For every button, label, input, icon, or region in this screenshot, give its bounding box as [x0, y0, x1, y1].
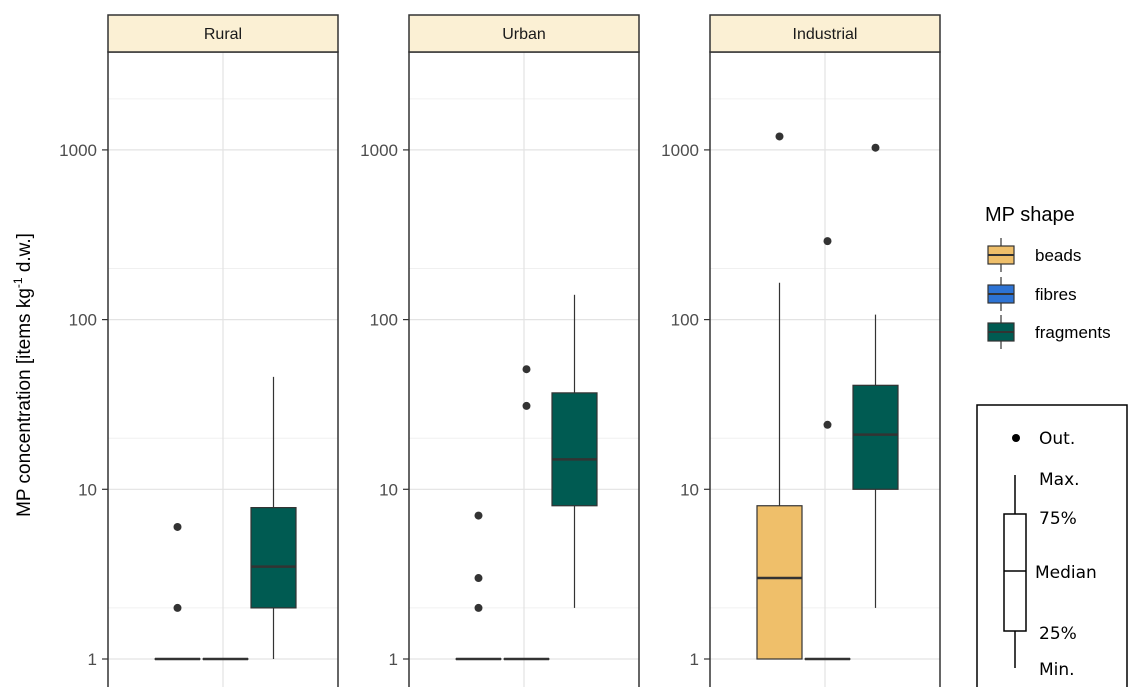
facet-strip — [709, 14, 941, 53]
outlier-point — [775, 132, 784, 141]
y-axis-title-main: MP concentration [items kg — [14, 288, 35, 517]
outlier-point — [474, 511, 483, 520]
box-body — [756, 505, 803, 660]
legend-title: MP shape — [985, 204, 1075, 226]
box-fragments — [852, 143, 899, 608]
facet-panel-urban: Urban 1 10 100 1000 — [360, 14, 640, 687]
key-label-min: Min. — [1039, 660, 1075, 680]
legend-item-beads: beads — [987, 238, 1081, 272]
legend-item-fragments: fragments — [987, 315, 1111, 349]
key-label-25: 25% — [1039, 624, 1077, 644]
facet-panels: Rural1101001000Urban1101001000Industrial… — [59, 14, 941, 687]
y-axis-title: MP concentration [items kg-1 d.w.] — [11, 233, 35, 517]
outlier-point — [871, 143, 880, 152]
box-fragments — [250, 376, 297, 659]
facet-strip-label: Rural — [204, 26, 242, 43]
y-axis-title-superscript: -1 — [11, 277, 25, 288]
y-tick-label: 1000 — [59, 141, 97, 160]
y-tick-label: 100 — [370, 311, 398, 330]
facet-strip-label: Urban — [502, 26, 546, 43]
y-tick-label: 1 — [690, 650, 699, 669]
y-tick-label: 100 — [69, 311, 97, 330]
box-fragments — [551, 294, 598, 608]
facet-panel-industrial: Industrial 1 10 100 1000 — [661, 14, 941, 687]
facet-strip-label: Industrial — [793, 26, 858, 43]
facet-strip — [107, 14, 339, 53]
key-label-median: Median — [1035, 563, 1097, 583]
box-anatomy-key: Out. Max. 75% Median 25% Min. — [976, 404, 1128, 687]
outlier-point — [823, 237, 832, 246]
key-box — [1003, 513, 1027, 632]
box-fibres — [804, 237, 851, 661]
outlier-point — [474, 603, 483, 612]
facet-strip — [408, 14, 640, 53]
facet-panel-rural: Rural 1 10 100 1000 — [59, 14, 339, 687]
y-tick-label: 1000 — [360, 141, 398, 160]
outlier-point — [173, 603, 182, 612]
legend-label: beads — [1035, 246, 1081, 265]
box-beads — [455, 511, 502, 661]
outlier-point — [823, 420, 832, 429]
y-tick-label: 10 — [379, 480, 398, 499]
box-body — [551, 392, 598, 507]
outlier-point — [173, 522, 182, 531]
y-tick-label: 1 — [88, 650, 97, 669]
box-body — [852, 384, 899, 490]
key-frame — [976, 404, 1128, 687]
y-tick-label: 1000 — [661, 141, 699, 160]
box-body — [250, 507, 297, 609]
y-tick-label: 1 — [389, 650, 398, 669]
y-axis-title-end: d.w.] — [14, 233, 35, 277]
y-tick-label: 10 — [78, 480, 97, 499]
y-tick-label: 100 — [671, 311, 699, 330]
key-label-max: Max. — [1039, 470, 1080, 490]
box-fibres — [503, 365, 550, 661]
legend-label: fragments — [1035, 323, 1111, 342]
outlier-point — [522, 365, 531, 374]
outlier-point — [522, 401, 531, 410]
key-label-75: 75% — [1039, 509, 1077, 529]
box-beads — [756, 132, 803, 660]
y-tick-label: 10 — [680, 480, 699, 499]
legend: MP shape beads fibres fragments — [985, 204, 1111, 349]
box-beads — [154, 522, 201, 661]
key-label-outlier: Out. — [1039, 429, 1075, 449]
legend-item-fibres: fibres — [987, 277, 1077, 311]
legend-label: fibres — [1035, 285, 1077, 304]
outlier-point — [474, 574, 483, 583]
key-outlier-point — [1012, 434, 1020, 442]
